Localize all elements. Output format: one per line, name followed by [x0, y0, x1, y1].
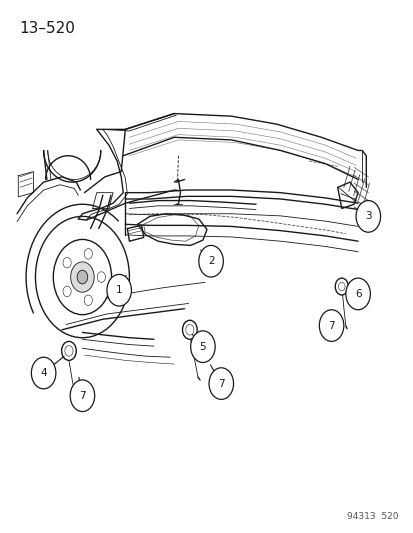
Text: 1: 1 [116, 285, 122, 295]
Text: 7: 7 [218, 378, 224, 389]
Text: 94313  520: 94313 520 [347, 512, 398, 521]
Text: 3: 3 [364, 212, 371, 221]
Circle shape [63, 286, 71, 297]
Text: 2: 2 [207, 256, 214, 266]
Text: 7: 7 [328, 320, 334, 330]
Circle shape [84, 248, 92, 259]
Circle shape [77, 270, 88, 284]
Circle shape [70, 380, 95, 411]
Circle shape [97, 272, 105, 282]
Circle shape [71, 262, 94, 292]
Circle shape [355, 200, 380, 232]
Circle shape [107, 274, 131, 306]
Circle shape [62, 342, 76, 360]
Circle shape [84, 295, 92, 305]
Circle shape [209, 368, 233, 399]
Circle shape [198, 245, 223, 277]
Circle shape [318, 310, 343, 342]
Circle shape [345, 278, 370, 310]
Circle shape [63, 257, 71, 268]
Text: 5: 5 [199, 342, 206, 352]
Circle shape [335, 278, 347, 295]
Circle shape [190, 331, 215, 362]
Circle shape [182, 320, 197, 340]
Text: 4: 4 [40, 368, 47, 378]
Circle shape [31, 357, 56, 389]
Text: 6: 6 [354, 289, 361, 299]
Text: 7: 7 [79, 391, 85, 401]
Text: 13–520: 13–520 [19, 21, 75, 36]
